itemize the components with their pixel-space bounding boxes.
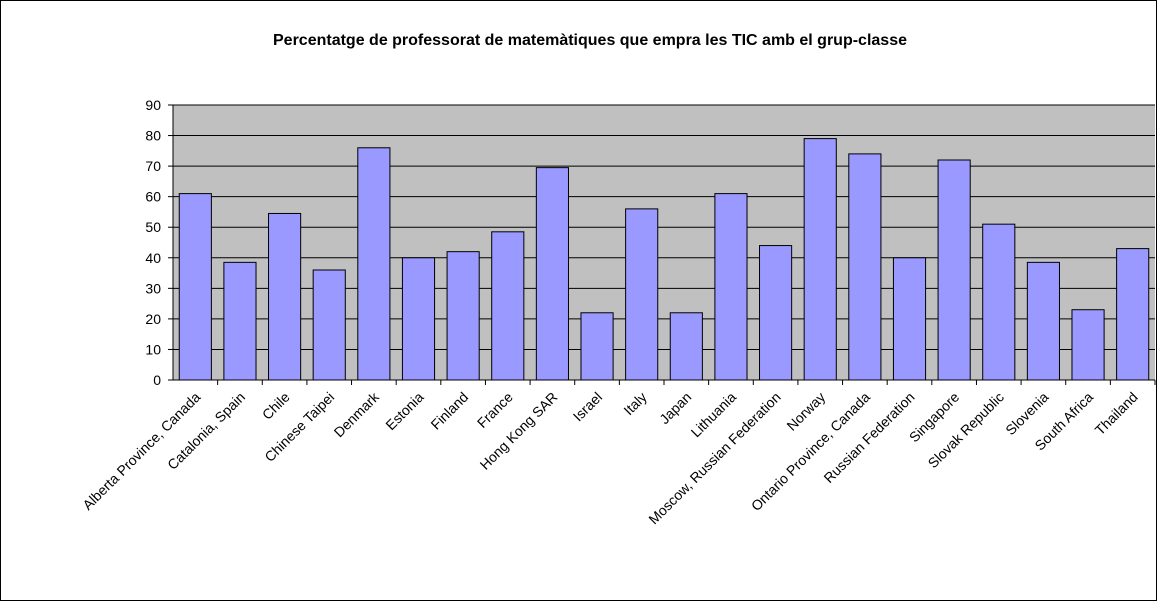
bar — [848, 153, 882, 381]
y-tick-label: 10 — [145, 341, 161, 357]
bar — [268, 212, 302, 381]
chart-title: Percentatge de professorat de matemàtiqu… — [273, 32, 907, 49]
bar — [1026, 261, 1060, 381]
bar — [491, 231, 525, 381]
y-tick-label: 40 — [145, 250, 161, 266]
bar — [535, 167, 569, 381]
bar — [892, 257, 927, 381]
bar — [714, 193, 748, 381]
bar — [1071, 309, 1105, 381]
y-tick-label: 50 — [145, 219, 161, 235]
bar — [625, 208, 659, 381]
y-tick-label: 0 — [153, 372, 161, 388]
bar — [1116, 248, 1150, 381]
y-tick-label: 80 — [145, 128, 161, 144]
bar — [178, 193, 212, 381]
y-tick-label: 20 — [145, 311, 161, 327]
bar — [669, 312, 703, 381]
bar — [446, 251, 480, 381]
bar — [223, 261, 257, 381]
bar — [401, 257, 436, 381]
bar — [312, 269, 346, 381]
bar — [937, 159, 971, 381]
y-tick-label: 60 — [145, 189, 161, 205]
y-tick-label: 90 — [145, 97, 161, 113]
bar — [759, 245, 793, 381]
y-tick-label: 30 — [145, 280, 161, 296]
bar — [982, 223, 1016, 381]
bar — [580, 312, 614, 381]
y-tick-label: 70 — [145, 158, 161, 174]
bar — [357, 147, 391, 381]
bar — [803, 138, 837, 381]
